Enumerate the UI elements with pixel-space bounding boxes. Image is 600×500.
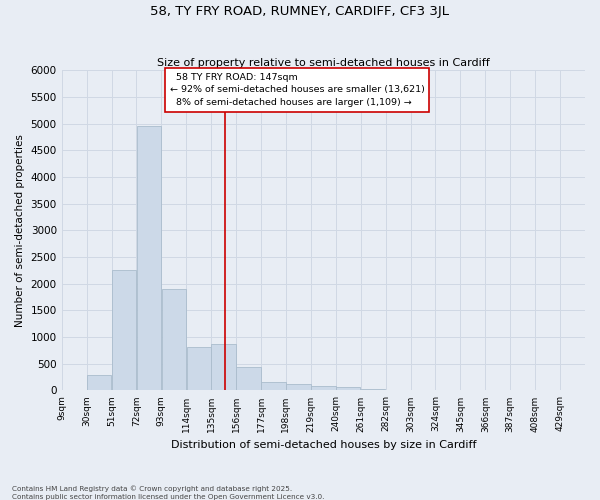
Bar (236, 368, 261, 390)
Text: Contains HM Land Registry data © Crown copyright and database right 2025.
Contai: Contains HM Land Registry data © Crown c… (12, 486, 325, 500)
Bar (161, 289, 186, 390)
Bar (361, 389, 385, 390)
Text: 58 TY FRY ROAD: 147sqm
← 92% of semi-detached houses are smaller (13,621)
  8% o: 58 TY FRY ROAD: 147sqm ← 92% of semi-det… (170, 73, 425, 107)
Title: Size of property relative to semi-detached houses in Cardiff: Size of property relative to semi-detach… (157, 58, 490, 68)
X-axis label: Distribution of semi-detached houses by size in Cardiff: Distribution of semi-detached houses by … (170, 440, 476, 450)
Bar (211, 344, 236, 391)
Y-axis label: Number of semi-detached properties: Number of semi-detached properties (15, 134, 25, 326)
Bar (336, 388, 361, 390)
Bar (311, 386, 335, 390)
Bar (137, 126, 161, 390)
Text: 58, TY FRY ROAD, RUMNEY, CARDIFF, CF3 3JL: 58, TY FRY ROAD, RUMNEY, CARDIFF, CF3 3J… (151, 5, 449, 18)
Bar (286, 384, 311, 390)
Bar (87, 376, 111, 390)
Bar (112, 270, 136, 390)
Bar (187, 346, 211, 391)
Bar (261, 382, 286, 390)
